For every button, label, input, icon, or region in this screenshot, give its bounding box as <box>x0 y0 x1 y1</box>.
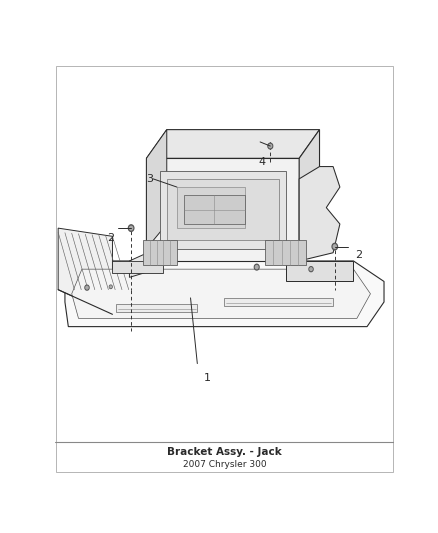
Polygon shape <box>65 261 384 327</box>
Circle shape <box>85 285 89 290</box>
Polygon shape <box>146 158 299 261</box>
Circle shape <box>255 265 258 269</box>
Polygon shape <box>177 187 245 228</box>
Text: 2: 2 <box>107 233 114 244</box>
Polygon shape <box>116 304 197 312</box>
Circle shape <box>128 225 134 231</box>
Text: 4: 4 <box>258 157 265 167</box>
Circle shape <box>309 266 313 272</box>
Polygon shape <box>299 130 320 261</box>
Circle shape <box>333 245 336 248</box>
Circle shape <box>110 286 112 288</box>
Circle shape <box>86 286 88 289</box>
Circle shape <box>310 268 312 271</box>
Polygon shape <box>130 248 156 277</box>
Circle shape <box>268 143 273 149</box>
Circle shape <box>130 227 133 230</box>
Text: 2: 2 <box>355 250 362 260</box>
Polygon shape <box>113 261 163 273</box>
Polygon shape <box>265 240 306 265</box>
Polygon shape <box>167 179 279 240</box>
Circle shape <box>269 144 272 148</box>
Polygon shape <box>146 130 167 248</box>
Polygon shape <box>72 269 371 318</box>
Polygon shape <box>224 298 333 306</box>
Polygon shape <box>184 195 245 224</box>
Text: 3: 3 <box>146 174 153 184</box>
Polygon shape <box>58 228 113 314</box>
Polygon shape <box>160 171 286 248</box>
Polygon shape <box>299 166 340 261</box>
Text: 2007 Chrysler 300: 2007 Chrysler 300 <box>183 459 266 469</box>
Circle shape <box>254 264 259 270</box>
Text: 1: 1 <box>204 373 211 383</box>
Circle shape <box>110 285 112 288</box>
Polygon shape <box>286 261 353 281</box>
Polygon shape <box>143 240 177 265</box>
Circle shape <box>332 243 338 250</box>
Text: Bracket Assy. - Jack: Bracket Assy. - Jack <box>167 447 282 457</box>
Polygon shape <box>146 130 320 158</box>
